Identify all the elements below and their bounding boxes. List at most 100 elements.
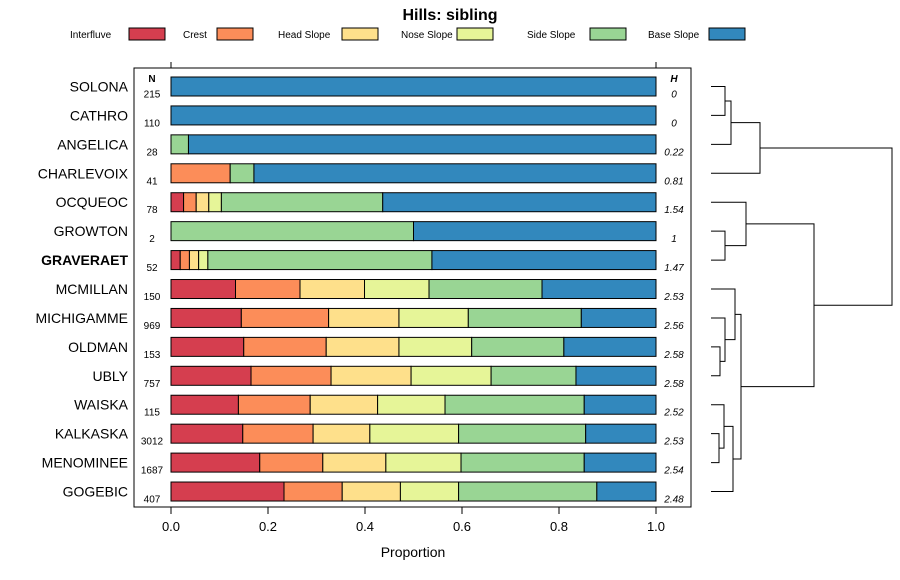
dendrogram-branch bbox=[741, 223, 815, 388]
row-h: 2.52 bbox=[663, 408, 684, 419]
x-tick-label: 0.2 bbox=[259, 519, 277, 534]
row-n: 3012 bbox=[141, 437, 164, 448]
bar-segment-nose-slope bbox=[208, 192, 222, 213]
row-n: 28 bbox=[146, 147, 158, 158]
row-menominee: MENOMINEE 1687 2.54 bbox=[42, 452, 684, 477]
bar-segment-crest bbox=[250, 365, 332, 386]
legend-label-interfluve: Interfluve bbox=[70, 30, 112, 41]
x-tick-label: 1.0 bbox=[647, 519, 665, 534]
dendrogram-branch bbox=[711, 433, 720, 464]
bar-segment-base-slope bbox=[541, 279, 657, 300]
legend-label-base-slope: Base Slope bbox=[648, 30, 700, 41]
bar-segment-side-slope bbox=[229, 163, 255, 184]
plot-frame bbox=[133, 67, 692, 508]
legend-label-head-slope: Head Slope bbox=[278, 30, 331, 41]
bar-segment-base-slope bbox=[585, 423, 657, 444]
row-h: 1 bbox=[671, 234, 677, 245]
dendrogram-branch bbox=[711, 317, 726, 362]
row-h: 0.22 bbox=[664, 147, 684, 158]
row-n: 153 bbox=[144, 350, 161, 361]
bar-segment-nose-slope bbox=[410, 365, 492, 386]
bar-segment-nose-slope bbox=[377, 394, 446, 415]
bar-segment-nose-slope bbox=[364, 279, 430, 300]
bar-segment-crest bbox=[283, 481, 343, 502]
row-label: SOLONA bbox=[70, 79, 129, 95]
bar-segment-base-slope bbox=[382, 192, 657, 213]
bar-segment-head-slope bbox=[299, 279, 366, 300]
dendrogram-branch bbox=[711, 122, 761, 174]
legend-swatch-base-slope bbox=[708, 27, 746, 41]
legend-swatch-nose-slope bbox=[456, 27, 494, 41]
bar-segment-crest bbox=[242, 423, 314, 444]
row-label: MCMILLAN bbox=[56, 281, 128, 297]
dendrogram-branch bbox=[760, 147, 893, 306]
row-label: OCQUEOC bbox=[56, 194, 128, 210]
row-mcmillan: MCMILLAN 150 2.53 bbox=[56, 279, 684, 303]
row-n: 115 bbox=[144, 408, 160, 419]
row-label: CATHRO bbox=[70, 107, 128, 123]
x-tick-label: 0.8 bbox=[550, 519, 568, 534]
legend-swatch-side-slope bbox=[589, 27, 627, 41]
row-ubly: UBLY 757 2.58 bbox=[92, 365, 684, 390]
row-h: 1.47 bbox=[664, 263, 684, 274]
row-h: 0 bbox=[671, 90, 677, 101]
bar-segment-base-slope bbox=[253, 163, 657, 184]
bar-segment-nose-slope bbox=[398, 307, 469, 328]
x-axis-title: Proportion bbox=[381, 544, 446, 560]
row-h: 0.81 bbox=[664, 176, 683, 187]
bar-segment-side-slope bbox=[444, 394, 585, 415]
dendrogram-branch bbox=[711, 425, 734, 493]
bar-segment-crest bbox=[179, 250, 190, 271]
bar-segment-base-slope bbox=[187, 134, 657, 155]
row-n: 757 bbox=[144, 379, 161, 390]
row-h: 2.53 bbox=[663, 292, 684, 303]
row-n: 150 bbox=[144, 292, 161, 303]
row-growton: GROWTON 2 1 bbox=[54, 221, 677, 245]
row-h: 2.54 bbox=[663, 466, 684, 477]
row-h: 2.58 bbox=[663, 350, 684, 361]
row-charlevoix: CHARLEVOIX 41 0.81 bbox=[38, 163, 684, 187]
x-axis: 0.0 0.2 0.4 0.6 0.8 1.0 bbox=[162, 507, 665, 534]
row-n: 407 bbox=[144, 495, 161, 506]
legend-swatch-head-slope bbox=[341, 27, 379, 41]
bar-segment-side-slope bbox=[458, 481, 598, 502]
bar-segment-interfluve bbox=[170, 307, 242, 328]
bar-segment-interfluve bbox=[170, 336, 245, 357]
row-n: 78 bbox=[146, 205, 158, 216]
bar-segment-interfluve bbox=[170, 250, 181, 271]
legend-swatch-interfluve bbox=[128, 27, 166, 41]
row-angelica: ANGELICA 28 0.22 bbox=[57, 134, 684, 158]
bar-segment-head-slope bbox=[195, 192, 210, 213]
bar-segment-base-slope bbox=[583, 452, 657, 473]
bar-segment-nose-slope bbox=[385, 452, 462, 473]
bar-segment-interfluve bbox=[170, 423, 244, 444]
bar-segment-crest bbox=[240, 307, 330, 328]
h-header: H bbox=[670, 74, 678, 85]
dendrogram-branch bbox=[711, 346, 721, 377]
row-h: 2.58 bbox=[663, 379, 684, 390]
row-label: UBLY bbox=[92, 368, 128, 384]
row-graveraet: GRAVERAET 52 1.47 bbox=[41, 250, 684, 274]
row-n: 41 bbox=[146, 176, 158, 187]
legend-label-side-slope: Side Slope bbox=[527, 30, 576, 41]
bar-segment-head-slope bbox=[341, 481, 401, 502]
bar-segment-interfluve bbox=[170, 481, 285, 502]
row-label: KALKASKA bbox=[55, 426, 129, 442]
n-header: N bbox=[148, 74, 155, 85]
x-tick-label: 0.4 bbox=[356, 519, 374, 534]
dendrogram-branch bbox=[711, 404, 725, 449]
x-tick-label: 0.0 bbox=[162, 519, 180, 534]
bar-segment-side-slope bbox=[460, 452, 585, 473]
row-label: MENOMINEE bbox=[42, 455, 128, 471]
bar-segment-nose-slope bbox=[198, 250, 209, 271]
bar-segment-side-slope bbox=[428, 279, 543, 300]
bar-segment-base-slope bbox=[413, 221, 657, 242]
bar-segment-side-slope bbox=[170, 221, 414, 242]
row-solona: SOLONA 215 0 bbox=[70, 76, 677, 101]
bar-segment-crest bbox=[183, 192, 197, 213]
bar-segment-head-slope bbox=[312, 423, 371, 444]
bar-segment-base-slope bbox=[580, 307, 657, 328]
row-gogebic: GOGEBIC 407 2.48 bbox=[63, 481, 684, 506]
legend-label-nose-slope: Nose Slope bbox=[401, 30, 453, 41]
